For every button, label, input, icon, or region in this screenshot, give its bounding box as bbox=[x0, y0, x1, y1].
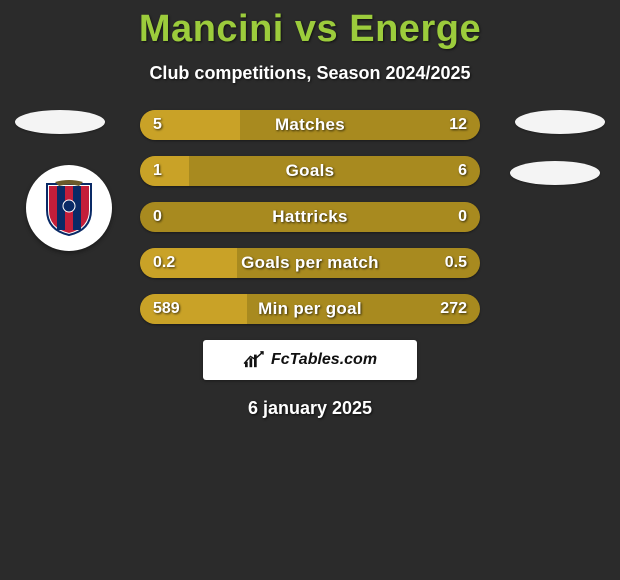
chart-icon bbox=[243, 351, 265, 369]
page-title: Mancini vs Energe bbox=[0, 0, 620, 51]
subtitle: Club competitions, Season 2024/2025 bbox=[0, 63, 620, 84]
stat-row: 0Hattricks0 bbox=[140, 202, 480, 232]
stat-label: Min per goal bbox=[140, 294, 480, 324]
stat-value-right: 0.5 bbox=[445, 248, 467, 278]
club-shield-icon bbox=[45, 180, 93, 236]
decor-oval-mid-right bbox=[510, 161, 600, 185]
stat-value-right: 0 bbox=[458, 202, 467, 232]
stat-value-right: 6 bbox=[458, 156, 467, 186]
stat-label: Goals per match bbox=[140, 248, 480, 278]
stat-row: 589Min per goal272 bbox=[140, 294, 480, 324]
decor-oval-top-left bbox=[15, 110, 105, 134]
stat-value-right: 12 bbox=[449, 110, 467, 140]
stat-row: 0.2Goals per match0.5 bbox=[140, 248, 480, 278]
stat-label: Goals bbox=[140, 156, 480, 186]
decor-oval-top-right bbox=[515, 110, 605, 134]
date-label: 6 january 2025 bbox=[0, 398, 620, 419]
stat-row: 5Matches12 bbox=[140, 110, 480, 140]
comparison-panel: 5Matches12 1Goals6 0Hattricks0 0.2Goals per… bbox=[0, 110, 620, 419]
stat-bars: 5Matches12 1Goals6 0Hattricks0 0.2Goals per… bbox=[140, 110, 480, 324]
stat-value-right: 272 bbox=[440, 294, 467, 324]
attribution-text: FcTables.com bbox=[271, 351, 377, 369]
stat-label: Hattricks bbox=[140, 202, 480, 232]
stat-label: Matches bbox=[140, 110, 480, 140]
attribution-box: FcTables.com bbox=[203, 340, 417, 380]
stat-row: 1Goals6 bbox=[140, 156, 480, 186]
club-badge bbox=[26, 165, 112, 251]
